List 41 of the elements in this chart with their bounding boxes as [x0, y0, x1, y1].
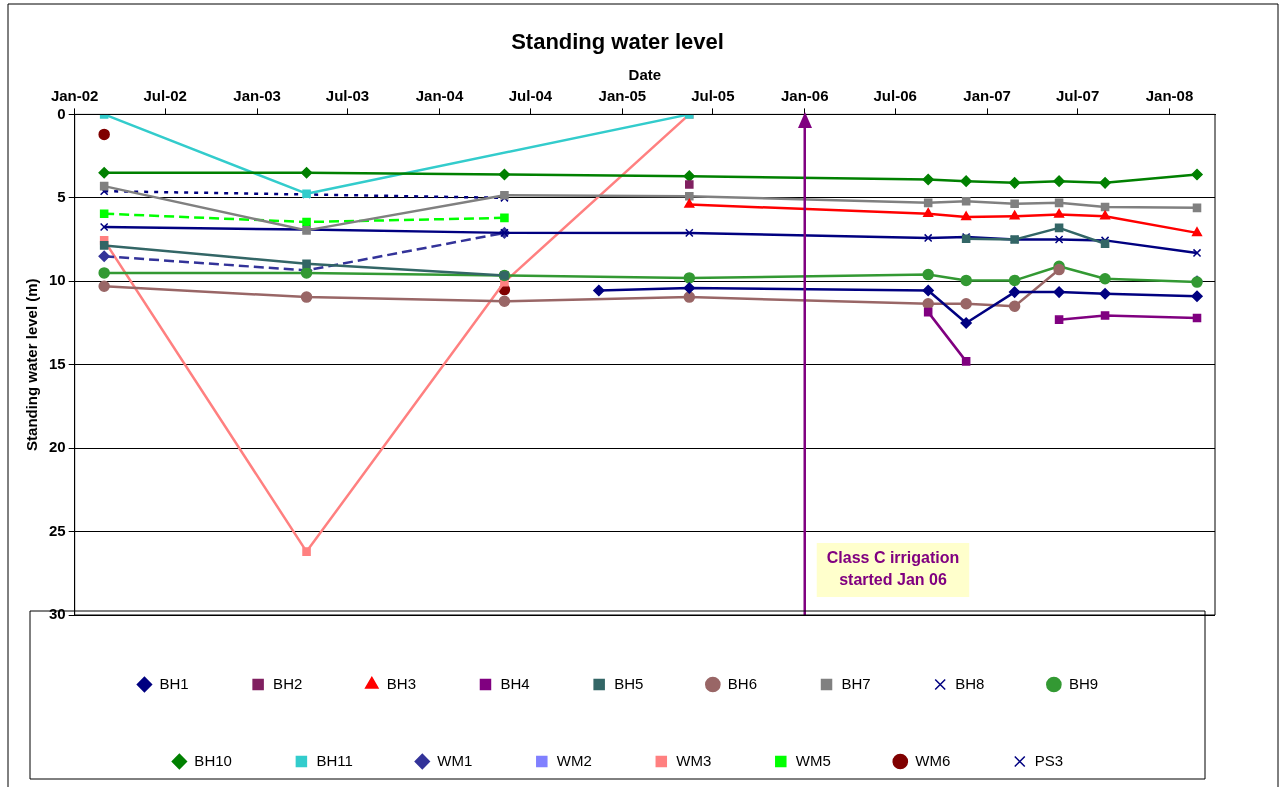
legend-label: BH9	[1068, 674, 1099, 692]
x-tick-label: Jan-03	[233, 86, 281, 104]
legend-label: BH4	[500, 674, 530, 692]
legend-label: PS3	[1034, 751, 1064, 769]
legend-label: BH5	[614, 674, 644, 692]
x-tick-label: Jul-06	[873, 86, 917, 104]
x-tick-label: Jul-03	[325, 86, 370, 104]
legend-label: WM2	[556, 751, 592, 769]
x-tick-label: Jul-07	[1055, 86, 1100, 104]
x-tick-label: Jul-02	[143, 86, 187, 104]
x-tick-label: Jul-04	[508, 86, 553, 104]
legend-label: BH6	[727, 674, 758, 692]
ref-line-label: Class C irrigation started Jan 06	[826, 549, 960, 589]
chart-title: Standing water level	[511, 29, 724, 55]
y-axis-title: Standing water level (m)	[23, 278, 41, 451]
y-tick-label: 10	[49, 271, 66, 289]
x-axis-title: Date	[628, 65, 662, 83]
legend-label: BH3	[386, 674, 416, 692]
y-tick-label: 15	[49, 354, 66, 372]
x-tick-label: Jul-05	[691, 86, 735, 104]
legend-label: WM1	[437, 751, 473, 769]
x-tick-label: Jan-06	[780, 86, 829, 104]
y-tick-label: 25	[49, 521, 66, 539]
x-tick-label: Jan-07	[963, 86, 1011, 104]
y-tick-label: 30	[49, 605, 66, 623]
legend-label: BH7	[841, 674, 871, 692]
x-tick-label: Jan-04	[415, 86, 464, 104]
legend-label: BH1	[159, 674, 189, 692]
x-tick-label: Jan-08	[1145, 86, 1194, 104]
legend-label: BH10	[194, 751, 232, 769]
x-tick-label: Jan-05	[598, 86, 647, 104]
legend-label: WM3	[676, 751, 712, 769]
legend-label: BH2	[273, 674, 303, 692]
x-tick-label: Jan-02	[50, 86, 99, 104]
legend-label: BH11	[316, 751, 353, 769]
y-tick-label: 5	[57, 187, 66, 205]
legend-label: BH8	[955, 674, 985, 692]
legend-label: WM5	[795, 751, 831, 769]
y-tick-label: 0	[57, 104, 66, 122]
legend-label: WM6	[915, 751, 951, 769]
y-tick-label: 20	[49, 438, 66, 456]
